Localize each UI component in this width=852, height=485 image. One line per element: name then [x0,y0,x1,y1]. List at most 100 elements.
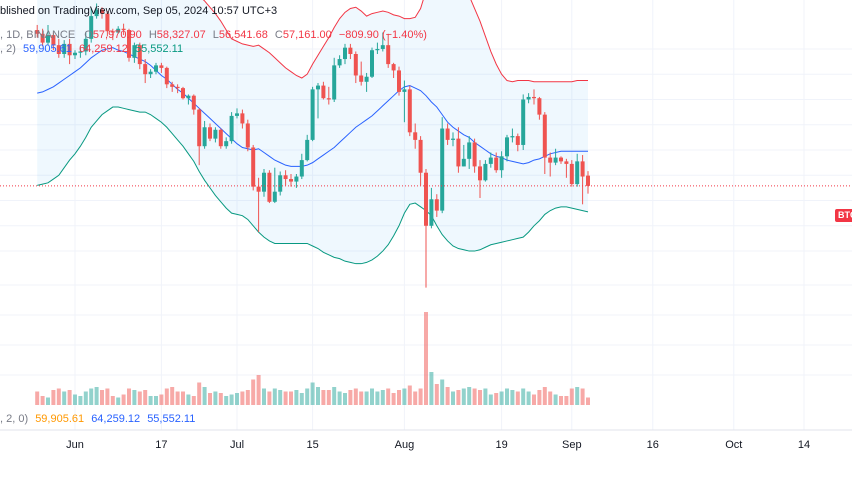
candle-body [456,138,461,167]
candle-body [251,147,256,187]
candle-body [299,160,304,177]
candle-body [73,52,77,56]
candle [245,119,250,152]
candle-body [321,85,326,99]
time-axis-label: 17 [155,439,167,451]
candle-body [164,67,169,85]
candle [137,42,142,70]
candle-body [434,199,439,211]
candle-body [208,127,212,139]
volume-bar [537,390,542,405]
candle-body [332,65,337,100]
volume-bar [461,388,466,405]
candle [515,133,520,152]
candle [375,42,380,54]
candle-body [256,186,261,192]
candle-body [262,172,266,192]
volume-bar [191,396,196,405]
candle-body [94,9,99,17]
volume-bar [429,372,434,405]
volume-bar [175,391,180,405]
volume-bar [154,396,158,405]
volume-bar [294,390,299,405]
candle-body [413,132,418,140]
volume-bar [407,385,412,405]
volume-bar [488,394,493,405]
candle-body [348,47,353,54]
volume-bar [478,390,482,405]
volume-bar [105,388,110,405]
candle [451,132,455,147]
candle [208,123,212,142]
candle-body [283,175,288,180]
volume-bar [121,394,126,405]
volume-bar [321,390,326,405]
volume-bar [100,390,104,405]
candle [510,128,515,143]
candle [62,40,67,58]
change-value: −809.90 (−1.40%) [338,29,427,41]
volume-bar [413,391,418,405]
volume-params: , 2, 0) [0,413,29,425]
candle-body [559,157,563,162]
bb-lower-value: 55,552.11 [134,43,184,55]
candle-body [494,157,499,171]
candle [521,94,526,150]
candle-body [386,45,391,65]
candle [413,123,418,149]
candle [532,89,536,105]
volume-bar [456,390,461,405]
volume-bar [553,394,558,405]
volume-bar [186,394,191,405]
volume-bar [499,391,504,405]
candle [353,51,358,84]
time-axis-label: 15 [306,439,318,451]
candle-body [229,115,234,142]
candle-body [472,142,477,167]
candle [294,174,299,188]
candle-body [461,158,466,167]
candle [56,38,61,58]
volume-bar [46,397,50,405]
candle-body [110,31,115,33]
candle-body [397,70,401,92]
volume-bar [310,382,315,405]
volume-bar [483,388,488,405]
candle [278,171,283,196]
candle [218,128,223,149]
candle [418,136,423,186]
candle [397,66,401,96]
candle-body [451,138,455,140]
candle-body [143,64,148,75]
candle [262,168,266,197]
volume-bar [62,391,67,405]
candle [197,108,202,166]
time-axis-label: Jul [230,439,244,451]
candle-body [359,75,364,82]
candle [272,167,277,204]
volume-bar [521,388,526,405]
candle [343,43,347,65]
candle-body [580,161,585,177]
volume-bar [89,388,94,405]
volume-bar [56,388,61,405]
candle [67,38,72,65]
candle [46,24,50,46]
candle [100,7,104,19]
volume-bar [386,388,391,405]
candle [586,171,590,194]
candle [289,174,293,187]
volume-bar [240,391,245,405]
candle [332,57,337,102]
candle [337,55,342,68]
candle [78,46,83,58]
volume-bar [397,390,401,405]
volume-bar [148,396,153,405]
volume-bar [278,390,283,405]
volume-bar [337,391,342,405]
candle-body [191,95,196,110]
volume-bar [348,390,353,405]
last-price-tag: BTC [835,209,852,222]
volume-bar [143,390,148,405]
volume-bar [127,388,131,405]
